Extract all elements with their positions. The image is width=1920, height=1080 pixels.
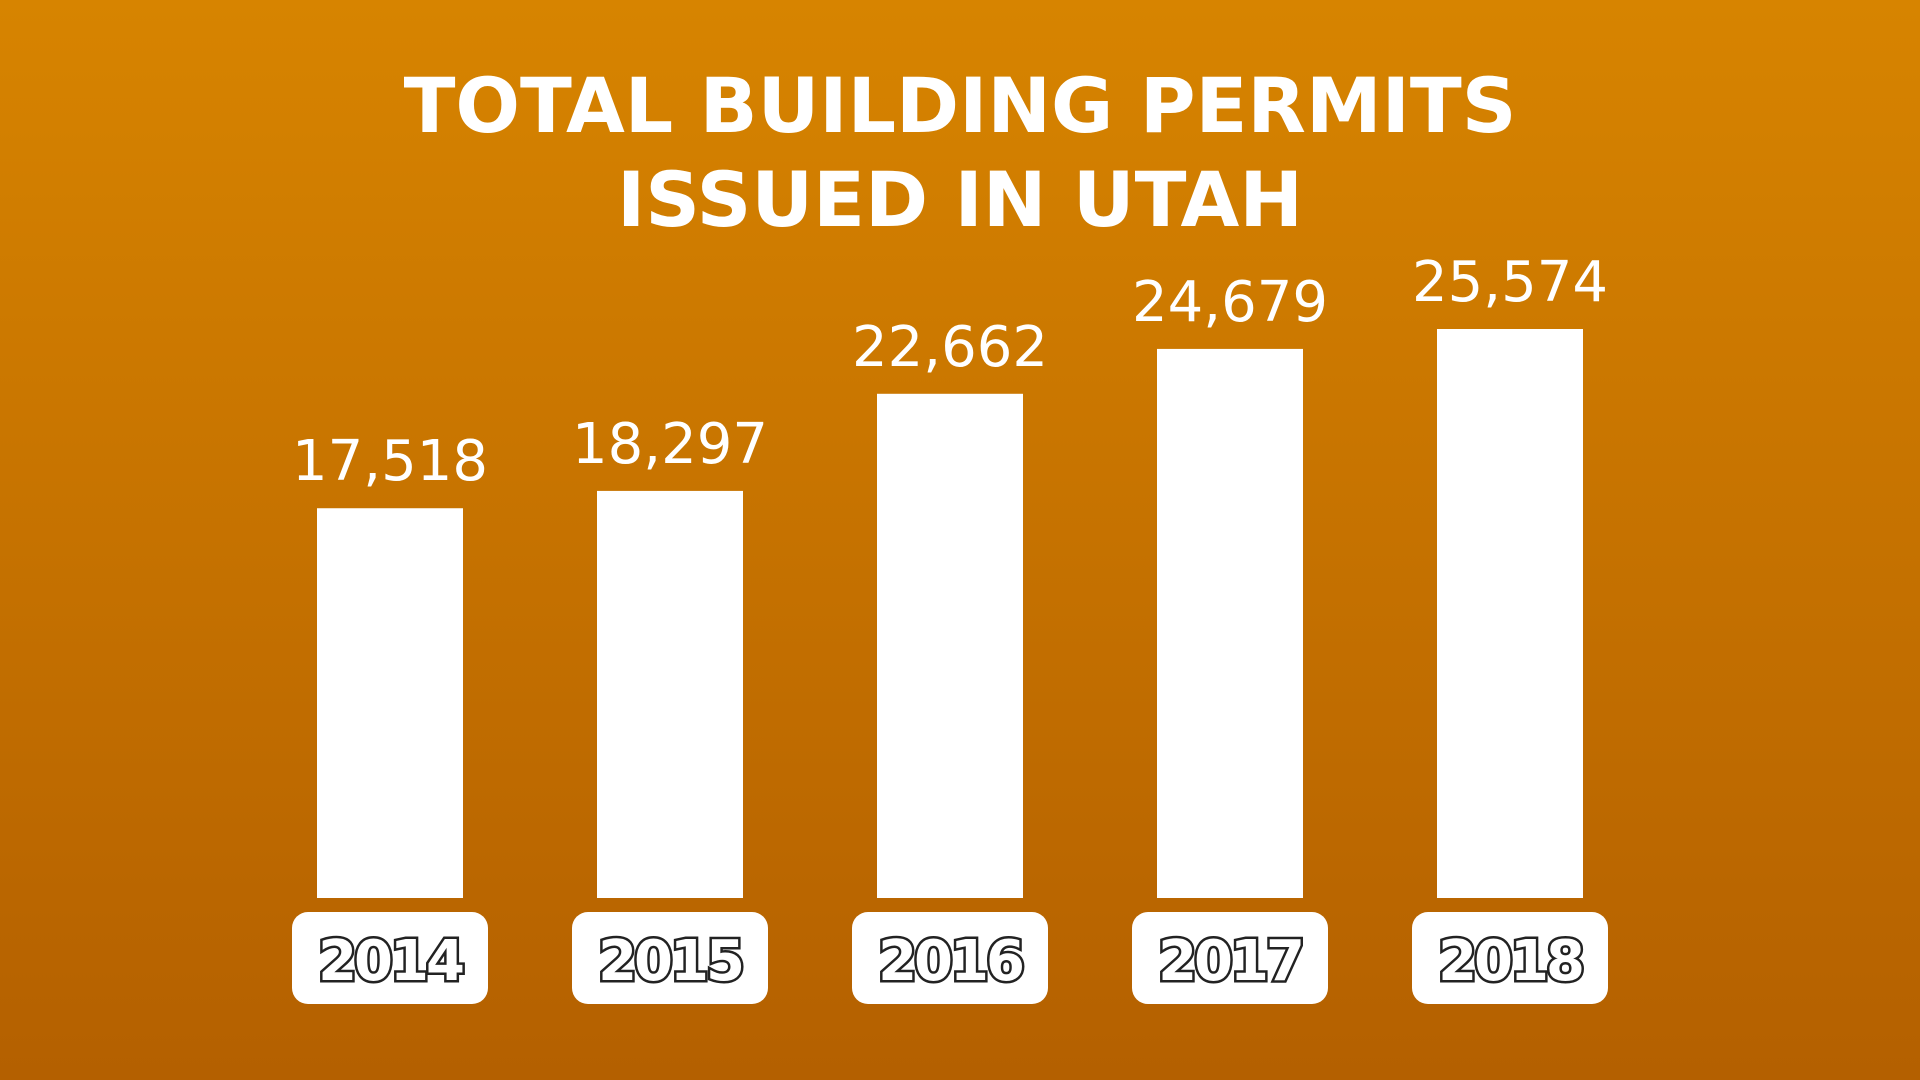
bar-2014 [317,508,463,898]
bar-2016 [877,393,1023,898]
year-badge-2018 [1412,912,1608,1004]
year-badge-2016 [852,912,1048,1004]
value-label-2014: 17,518 [292,429,488,494]
bar-2017 [1157,348,1303,899]
value-label-2016: 22,662 [852,315,1048,380]
year-badges-group: 2014 2015 2016 2017 2018 [292,912,1608,1004]
year-badge-2014 [292,912,488,1004]
chart-title: TOTAL BUILDING PERMITS ISSUED IN UTAH [404,61,1517,244]
tick-label-2015: 2015 [598,929,742,994]
year-badge-2015 [572,912,768,1004]
bar-2018 [1437,329,1583,898]
bar-2015 [597,490,743,898]
tick-label-2017: 2017 [1158,929,1302,994]
tick-label-2016: 2016 [878,929,1022,994]
year-badge-2017 [1132,912,1328,1004]
value-labels-group: 17,518 18,297 22,662 24,679 25,574 [292,250,1608,494]
value-label-2017: 24,679 [1132,270,1328,335]
bars-group [317,329,1583,899]
chart-title-line-2: ISSUED IN UTAH [617,155,1303,244]
value-label-2015: 18,297 [572,412,768,477]
tick-label-2018: 2018 [1438,929,1582,994]
tick-label-2014: 2014 [318,929,463,994]
chart-title-line-1: TOTAL BUILDING PERMITS [404,61,1517,150]
value-label-2018: 25,574 [1412,250,1608,315]
